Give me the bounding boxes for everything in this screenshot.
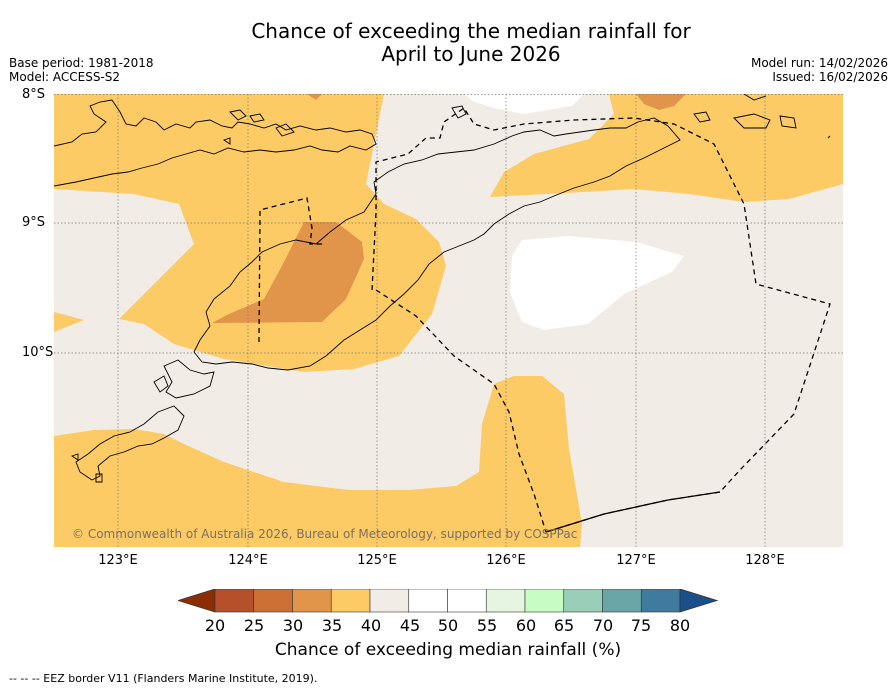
model-name: Model: ACCESS-S2: [9, 70, 121, 84]
base-period: Base period: 1981-2018: [9, 56, 154, 70]
coastlines: [54, 94, 831, 483]
colorbar-cell: [330, 589, 371, 613]
lat-label-10s: 10°S: [22, 345, 54, 360]
colorbar-cell: [602, 589, 642, 613]
colorbar-arrow-low: [178, 589, 216, 613]
region-35-40-south: [54, 376, 582, 547]
run-info: Model run: 14/02/2026 Issued: 16/02/2026: [751, 56, 888, 84]
region-30-35-top: [307, 94, 322, 100]
lat-label-8s: 8°S: [22, 87, 46, 102]
colorbar-arrow-high: [679, 589, 719, 613]
title-line-1: Chance of exceeding the median rainfall …: [251, 19, 691, 43]
colorbar-tick: 25: [243, 616, 265, 635]
lon-label-124e: 124°E: [228, 553, 268, 568]
colorbar-cell: [369, 589, 410, 613]
lon-label-126e: 126°E: [486, 553, 526, 568]
colorbar-cell: [214, 589, 255, 613]
colorbar-cell: [563, 589, 603, 613]
region-35-40-east: [490, 94, 843, 202]
region-40-45-patch: [54, 239, 126, 266]
colorbar-tick: 20: [204, 616, 226, 635]
region-30-35-west: [212, 222, 364, 323]
colorbar-tick: 45: [399, 616, 421, 635]
colorbar-tick: 70: [592, 616, 614, 635]
eez-solid: [545, 491, 721, 533]
lon-label-128e: 128°E: [745, 553, 785, 568]
lon-label-125e: 125°E: [357, 553, 397, 568]
colorbar-tick: 80: [669, 616, 691, 635]
colorbar-cell: [524, 589, 565, 613]
colorbar-tick: 75: [630, 616, 652, 635]
colorbar-cell: [292, 589, 332, 613]
eez-legend: -- -- -- EEZ border V11 (Flanders Marine…: [9, 672, 318, 685]
colorbar-cell: [640, 589, 681, 613]
colorbar-tick: 60: [515, 616, 537, 635]
region-45-55-top: [464, 94, 584, 114]
colorbar-cell: [408, 589, 448, 613]
colorbar-label: Chance of exceeding median rainfall (%): [274, 640, 622, 660]
lat-label-9s: 9°S: [22, 215, 46, 230]
colorbar-cell: [485, 589, 526, 613]
colorbar-tick: 30: [282, 616, 304, 635]
colorbar-tick: 40: [360, 616, 382, 635]
eez-borders: [258, 107, 831, 533]
copyright-notice: © Commonwealth of Australia 2026, Bureau…: [72, 527, 578, 541]
region-30-35-east: [636, 94, 686, 110]
colorbar-tick: 50: [437, 616, 459, 635]
chart-title: Chance of exceeding the median rainfall …: [0, 20, 896, 66]
region-35-40-west: [54, 94, 446, 372]
rainfall-map[interactable]: [54, 94, 843, 547]
colorbar-cell: [253, 589, 293, 613]
region-35-40-edge: [54, 312, 84, 332]
model-info: Base period: 1981-2018 Model: ACCESS-S2: [9, 56, 154, 84]
issued-date: Issued: 16/02/2026: [772, 70, 888, 84]
colorbar-cell: [447, 589, 487, 613]
colorbar: [178, 589, 719, 613]
region-45-55-center: [510, 236, 684, 330]
colorbar-tick: 55: [476, 616, 498, 635]
title-line-2: April to June 2026: [381, 42, 561, 66]
lon-label-127e: 127°E: [616, 553, 656, 568]
lon-label-123e: 123°E: [98, 553, 138, 568]
colorbar-tick: 35: [321, 616, 343, 635]
model-run: Model run: 14/02/2026: [750, 56, 888, 70]
colorbar-tick: 65: [553, 616, 575, 635]
